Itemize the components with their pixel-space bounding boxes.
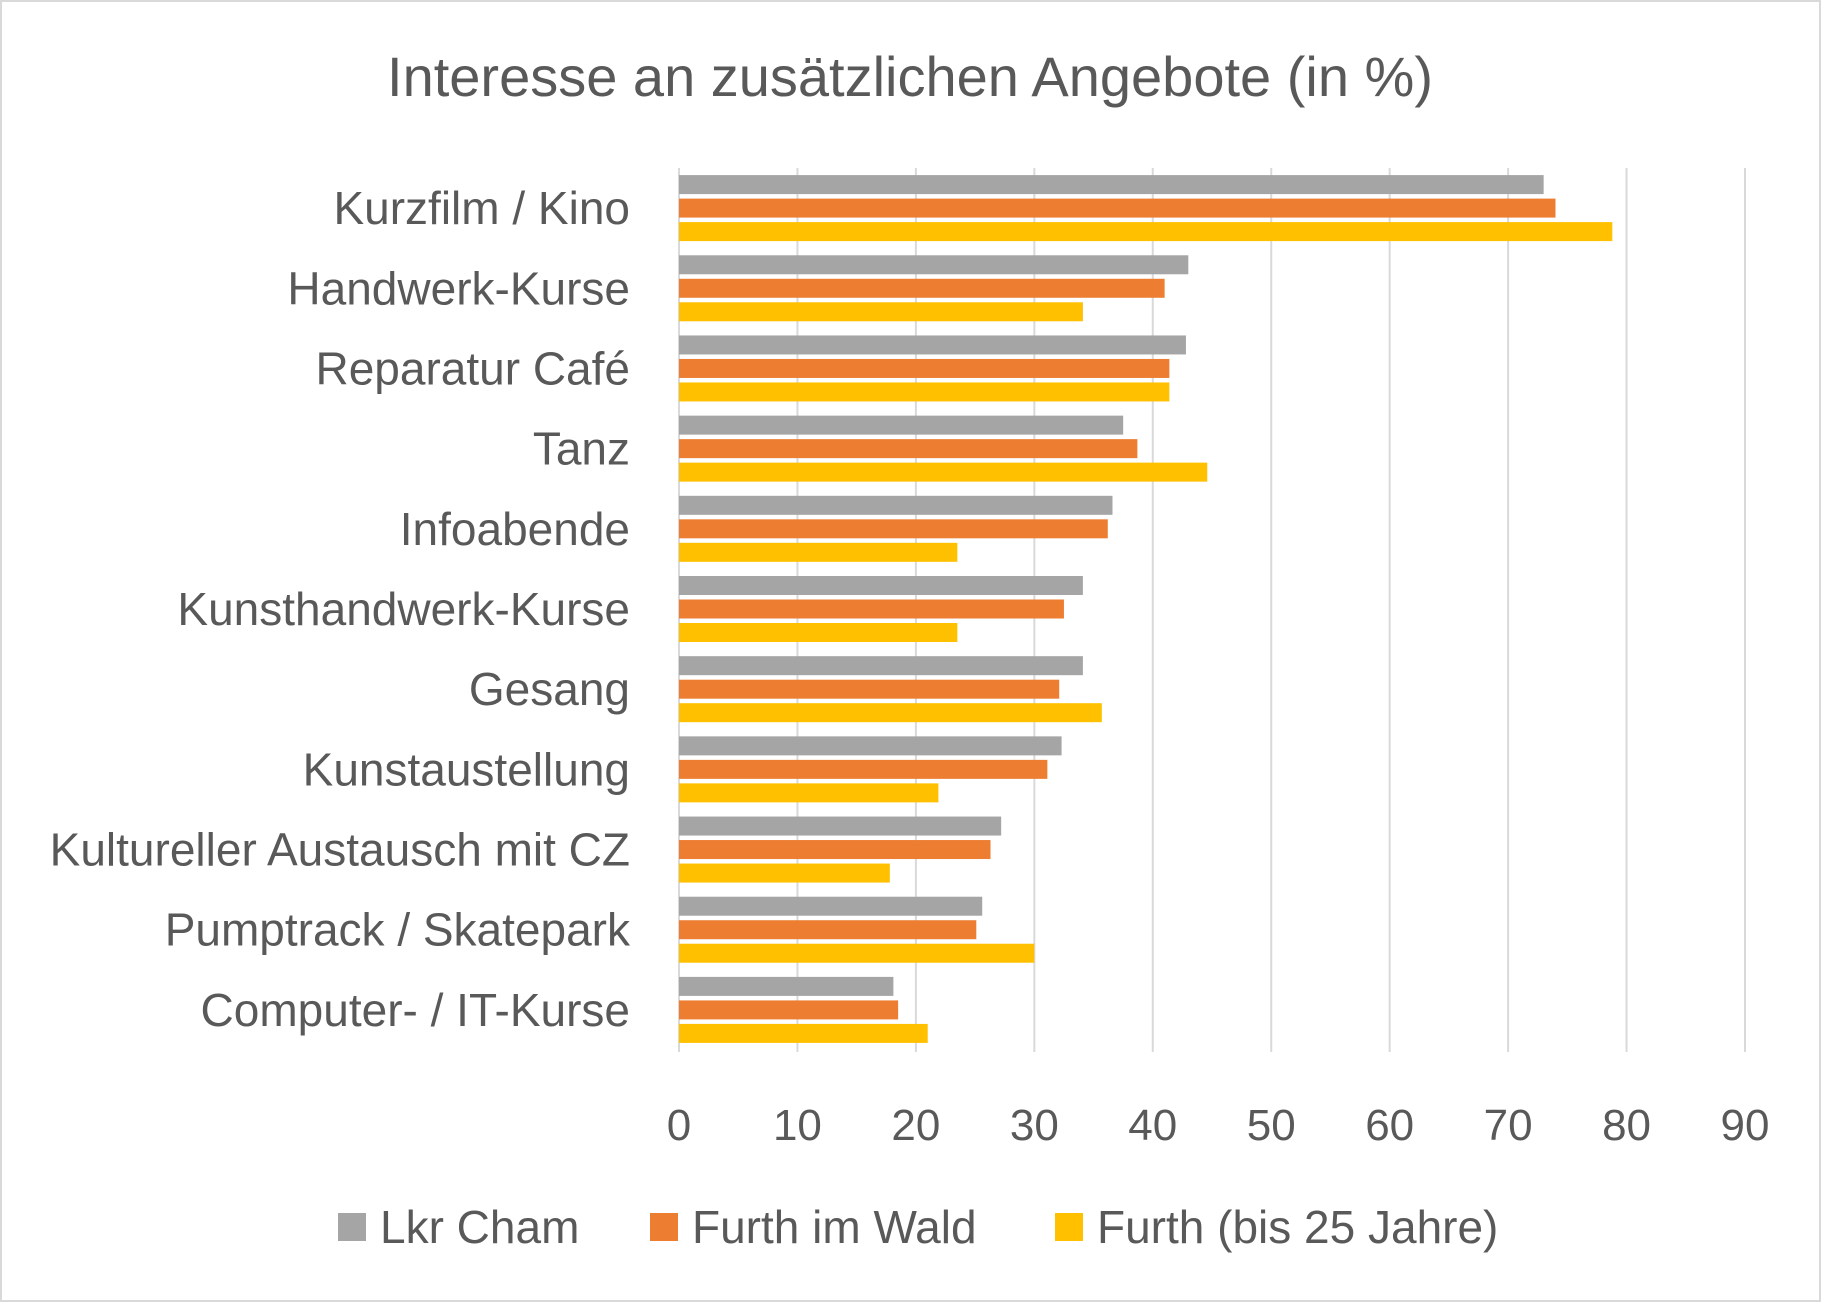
bar xyxy=(679,576,1083,595)
x-tick-label: 10 xyxy=(773,1101,822,1150)
bar xyxy=(679,278,1165,298)
x-axis-ticks: 0 10 20 30 40 50 60 70 80 90 xyxy=(667,1101,1770,1150)
bar xyxy=(679,175,1544,195)
bar xyxy=(679,335,1186,355)
category-label: Reparatur Café xyxy=(316,342,631,394)
category-label: Kurzfilm / Kino xyxy=(333,182,630,234)
bar xyxy=(679,840,991,860)
bar xyxy=(679,255,1189,275)
category-label: Kunsthandwerk-Kurse xyxy=(177,583,630,635)
x-tick-label: 80 xyxy=(1602,1101,1651,1150)
bar xyxy=(679,896,983,916)
x-tick-label: 20 xyxy=(891,1101,940,1150)
category-label: Kunstaustellung xyxy=(303,743,630,795)
chart-title: Interesse an zusätzlichen Angebote (in %… xyxy=(387,45,1433,108)
bar xyxy=(679,976,894,996)
category-label: Computer- / IT-Kurse xyxy=(201,984,630,1036)
x-tick-label: 60 xyxy=(1365,1101,1414,1150)
x-tick-label: 40 xyxy=(1128,1101,1177,1150)
x-tick-label: 50 xyxy=(1247,1101,1296,1150)
bar xyxy=(679,736,1062,756)
bar xyxy=(679,495,1113,515)
bar xyxy=(679,462,1208,482)
bar xyxy=(679,382,1170,402)
bar xyxy=(679,943,1035,963)
x-tick-label: 70 xyxy=(1484,1101,1533,1150)
bar xyxy=(679,759,1048,779)
x-tick-label: 90 xyxy=(1721,1101,1770,1150)
bar xyxy=(679,599,1064,619)
bar xyxy=(679,1023,928,1043)
bar xyxy=(679,703,1102,723)
bar xyxy=(679,415,1124,435)
bar xyxy=(679,920,977,940)
bar xyxy=(679,439,1138,459)
category-labels: Kurzfilm / Kino Handwerk-Kurse Reparatur C… xyxy=(50,182,631,1036)
bar xyxy=(679,542,958,562)
bar xyxy=(679,519,1108,539)
bars xyxy=(679,175,1613,1043)
legend-swatch xyxy=(650,1213,678,1241)
category-label: Handwerk-Kurse xyxy=(287,262,630,314)
legend: Lkr Cham Furth im Wald Furth (bis 25 Jahre… xyxy=(338,1201,1498,1253)
legend-label: Lkr Cham xyxy=(380,1201,579,1253)
x-tick-label: 0 xyxy=(667,1101,691,1150)
bar xyxy=(679,358,1170,378)
category-label: Infoabende xyxy=(400,503,630,555)
category-label: Kultureller Austausch mit CZ xyxy=(50,824,630,876)
bar xyxy=(679,623,958,642)
legend-swatch xyxy=(1055,1213,1083,1241)
bar xyxy=(679,656,1083,676)
x-tick-label: 30 xyxy=(1010,1101,1059,1150)
category-label: Pumptrack / Skatepark xyxy=(165,904,631,956)
bar xyxy=(679,816,1002,836)
bar xyxy=(679,783,939,803)
bar xyxy=(679,1000,899,1020)
bar xyxy=(679,679,1060,699)
legend-swatch xyxy=(338,1213,366,1241)
bar xyxy=(679,222,1613,242)
category-label: Gesang xyxy=(469,663,630,715)
category-label: Tanz xyxy=(533,423,630,475)
bar xyxy=(679,198,1556,218)
legend-label: Furth im Wald xyxy=(692,1201,977,1253)
legend-label: Furth (bis 25 Jahre) xyxy=(1097,1201,1498,1253)
bar xyxy=(679,302,1083,322)
bar xyxy=(679,863,890,883)
